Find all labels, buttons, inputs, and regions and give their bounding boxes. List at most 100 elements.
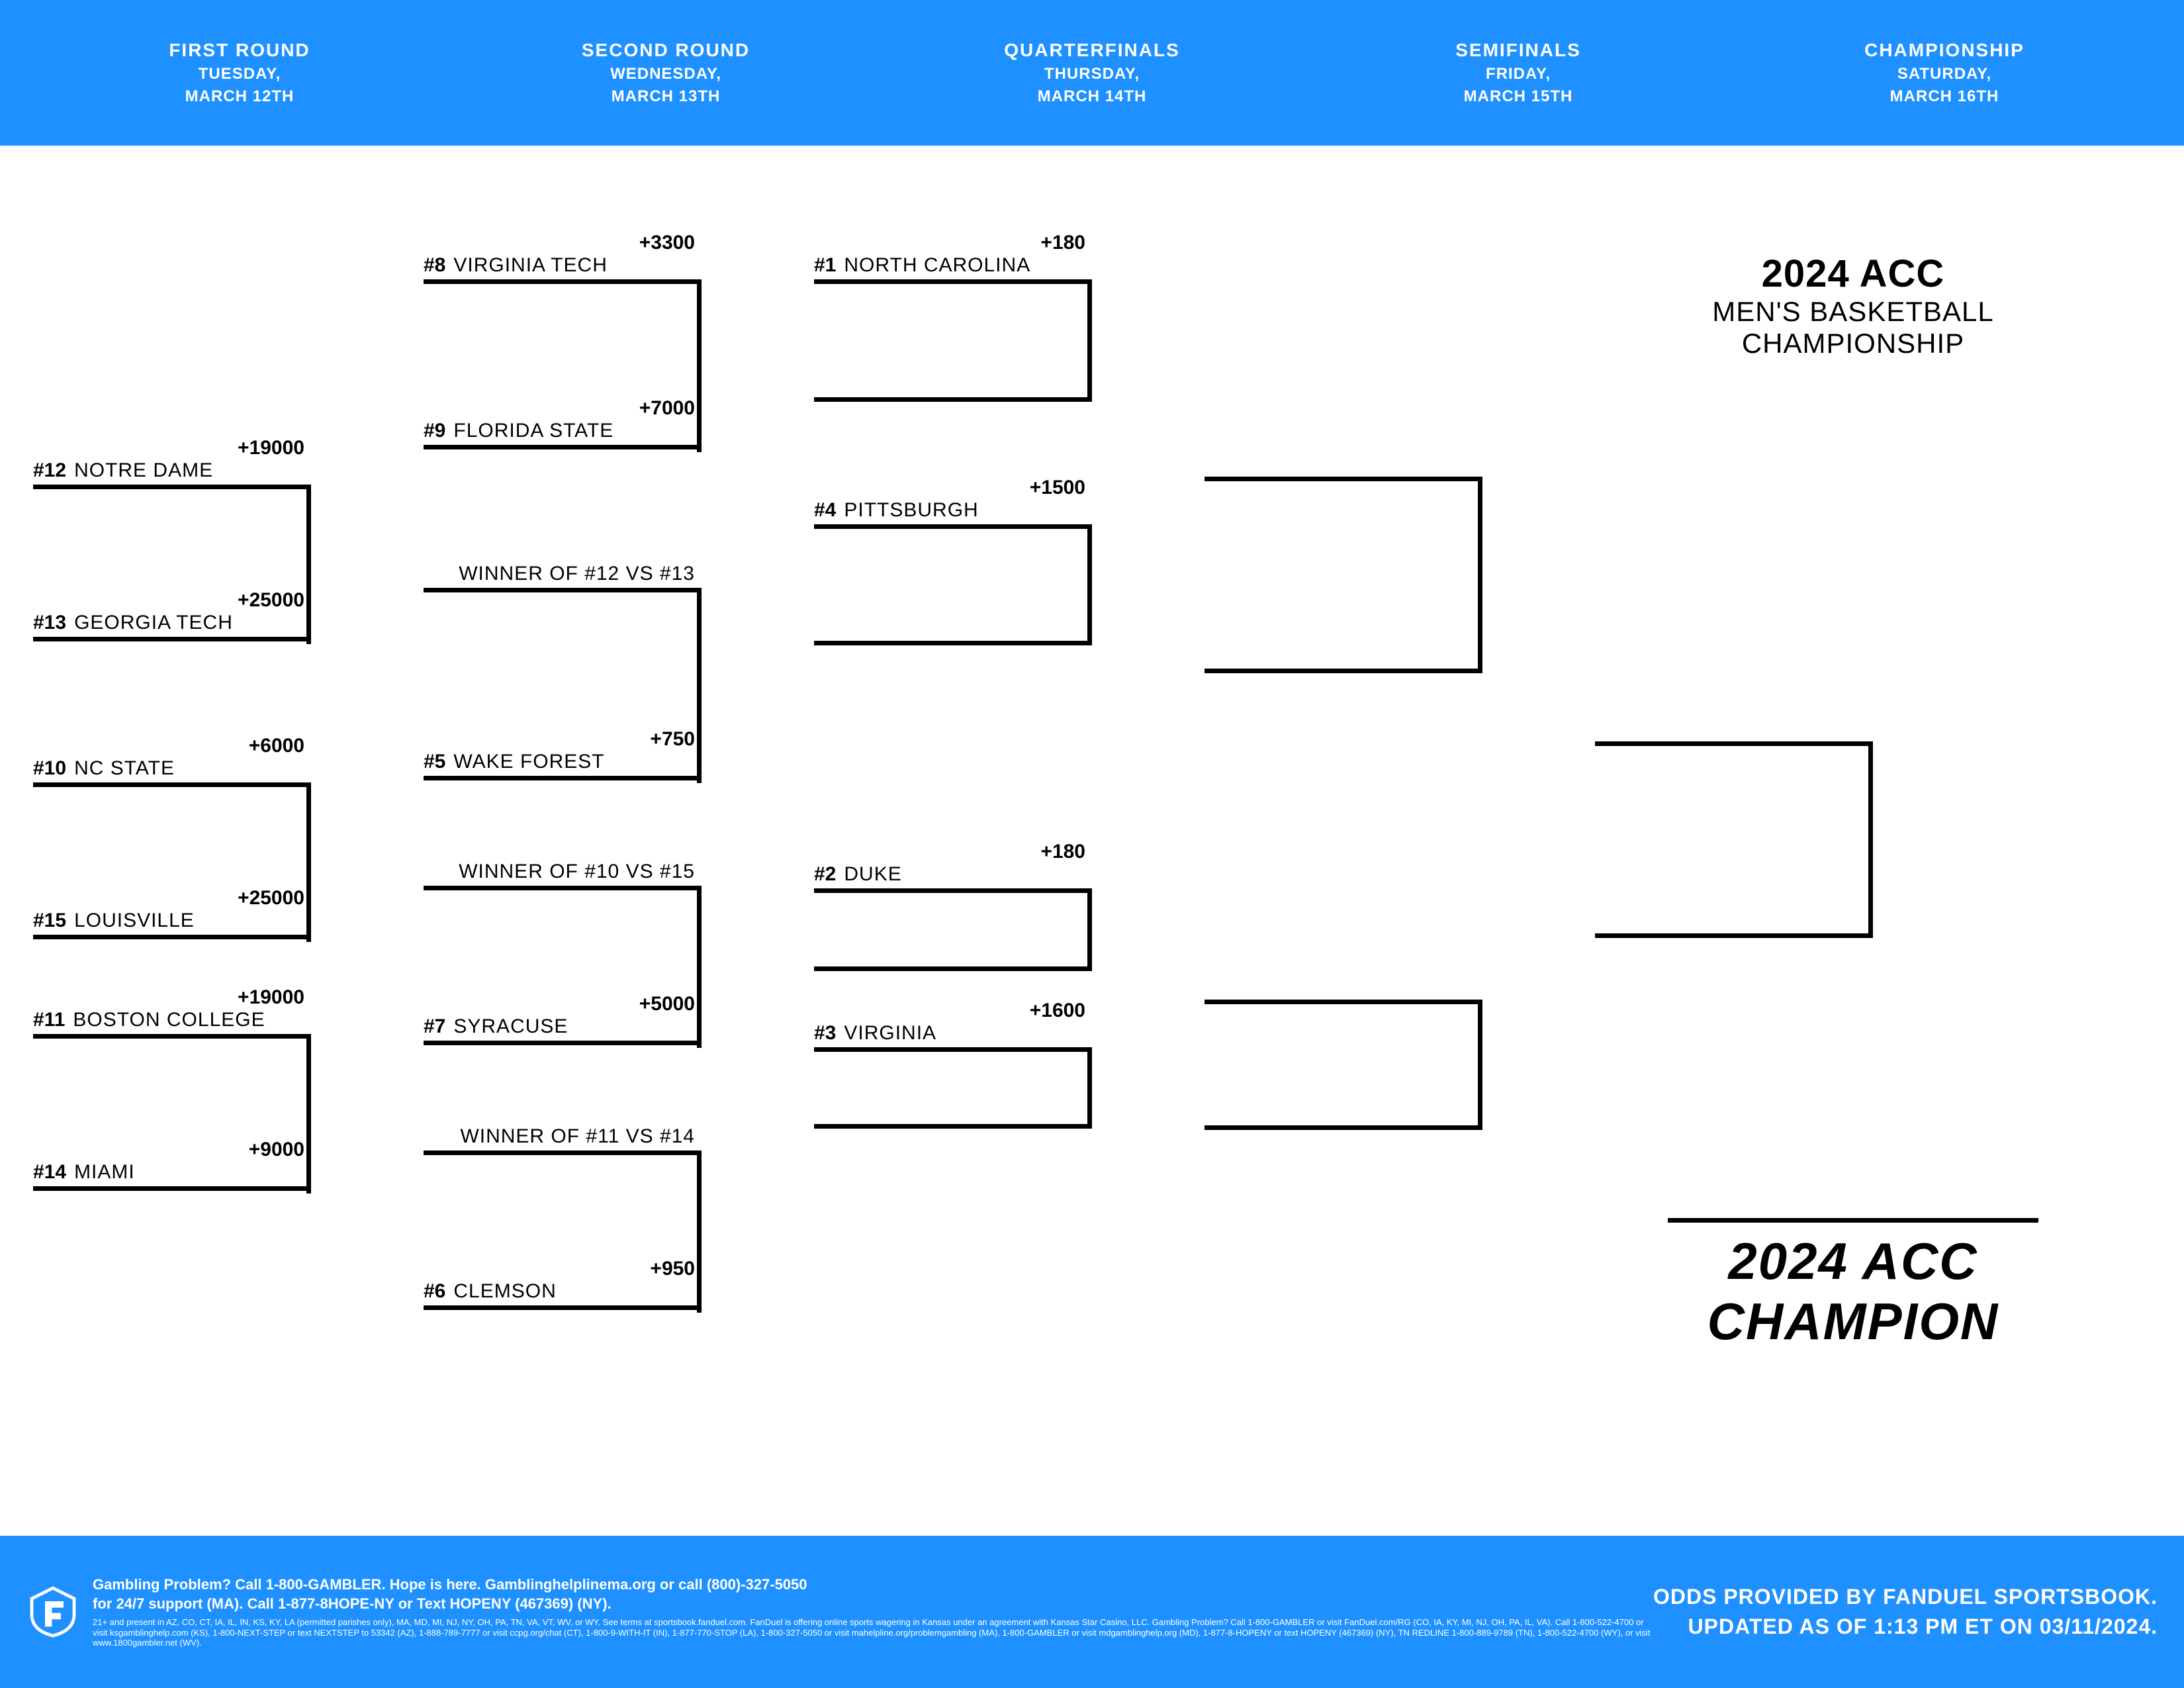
team-line: #12 NOTRE DAME xyxy=(33,459,311,489)
round-day: WEDNESDAY, xyxy=(453,65,879,83)
footer-bar: Gambling Problem? Call 1-800-GAMBLER. Ho… xyxy=(0,1536,2184,1688)
first-round-slot: +25000#13GEORGIA TECH xyxy=(33,589,311,641)
second-round-slot: +3300#8VIRGINIA TECH xyxy=(424,232,702,284)
connector xyxy=(1478,477,1482,669)
team-name: DUKE xyxy=(844,863,901,886)
odds-value: +25000 xyxy=(33,887,311,910)
odds-value: +19000 xyxy=(33,986,311,1009)
team-line: #14MIAMI xyxy=(33,1161,311,1191)
second-round-slot: +950#6CLEMSON xyxy=(424,1258,702,1310)
team-line: #10 NC STATE xyxy=(33,757,311,787)
second-round-slot: WINNER OF #11 VS #14 xyxy=(424,1125,702,1155)
footer-attribution: ODDS PROVIDED BY FANDUEL SPORTSBOOK. UPD… xyxy=(1653,1582,2158,1642)
first-round-slot: +19000#11 BOSTON COLLEGE xyxy=(33,986,311,1039)
connector xyxy=(1087,282,1092,402)
team-line: #4PITTSBURGH xyxy=(814,499,1092,529)
round-day: SATURDAY, xyxy=(1731,65,2158,83)
seed-label: #11 xyxy=(33,1009,65,1031)
odds-value: +1500 xyxy=(814,477,1092,499)
team-line: #5 WAKE FOREST xyxy=(424,751,702,780)
odds-value: +950 xyxy=(424,1258,702,1280)
fanduel-logo-icon xyxy=(26,1585,79,1638)
team-name: NC STATE xyxy=(74,757,175,780)
footer-odds-provider: ODDS PROVIDED BY FANDUEL SPORTSBOOK. xyxy=(1653,1582,2158,1612)
round-day: THURSDAY, xyxy=(879,65,1305,83)
quarterfinal-blank xyxy=(814,641,1092,645)
team-name: NOTRE DAME xyxy=(74,459,213,482)
round-date: MARCH 12TH xyxy=(26,87,453,106)
second-round-slot: +7000#9FLORIDA STATE xyxy=(424,397,702,449)
round-title: FIRST ROUND xyxy=(26,40,453,61)
round-header-4: SEMIFINALS FRIDAY, MARCH 15TH xyxy=(1305,40,1731,106)
team-line: #6CLEMSON xyxy=(424,1280,702,1310)
round-title: CHAMPIONSHIP xyxy=(1731,40,2158,61)
seed-label: #1 xyxy=(814,254,836,277)
round-title: SECOND ROUND xyxy=(453,40,879,61)
semifinal-blank xyxy=(1205,1000,1482,1004)
champion-line xyxy=(1668,1218,2038,1223)
odds-value: +5000 xyxy=(424,993,702,1015)
final-blank xyxy=(1595,933,1873,938)
team-line: #13GEORGIA TECH xyxy=(33,612,311,641)
team-name: CLEMSON xyxy=(453,1280,556,1303)
second-round-slot: WINNER OF #10 VS #15 xyxy=(424,861,702,890)
team-name: BOSTON COLLEGE xyxy=(73,1009,265,1031)
seed-label: #12 xyxy=(33,459,66,482)
team-name: NORTH CAROLINA xyxy=(844,254,1030,277)
first-round-slot: +25000#15LOUISVILLE xyxy=(33,887,311,939)
title-line3: CHAMPIONSHIP xyxy=(1621,328,2085,359)
connector xyxy=(697,589,702,783)
round-date: MARCH 13TH xyxy=(453,87,879,106)
footer-bold-line2: for 24/7 support (MA). Call 1-877-8HOPE-… xyxy=(93,1595,1653,1614)
team-line: #2 DUKE xyxy=(814,863,1092,893)
seed-label: #5 xyxy=(424,751,445,773)
quarterfinal-slot: +1500#4PITTSBURGH xyxy=(814,477,1092,529)
semifinal-blank xyxy=(1205,477,1482,481)
team-line: #1 NORTH CAROLINA xyxy=(814,254,1092,284)
round-title: SEMIFINALS xyxy=(1305,40,1731,61)
title-line1: 2024 ACC xyxy=(1621,252,2085,296)
second-round-slot: +750#5 WAKE FOREST xyxy=(424,728,702,780)
team-name: WAKE FOREST xyxy=(453,751,604,773)
footer-updated-time: UPDATED AS OF 1:13 PM ET ON 03/11/2024. xyxy=(1653,1612,2158,1642)
team-line: #11 BOSTON COLLEGE xyxy=(33,1009,311,1039)
first-round-slot: +19000#12 NOTRE DAME xyxy=(33,437,311,489)
connector xyxy=(306,1037,311,1194)
team-name: VIRGINIA xyxy=(844,1022,936,1045)
quarterfinal-slot: +1600#3VIRGINIA xyxy=(814,1000,1092,1052)
quarterfinal-blank xyxy=(814,966,1092,971)
first-round-slot: +9000#14MIAMI xyxy=(33,1139,311,1191)
connector xyxy=(1087,891,1092,971)
connector xyxy=(306,487,311,644)
second-round-slot: WINNER OF #12 VS #13 xyxy=(424,563,702,592)
team-name: PITTSBURGH xyxy=(844,499,978,522)
semifinal-blank xyxy=(1205,669,1482,673)
seed-label: #8 xyxy=(424,254,445,277)
odds-value: +19000 xyxy=(33,437,311,459)
second-round-slot: +5000#7SYRACUSE xyxy=(424,993,702,1045)
footer-bold-line1: Gambling Problem? Call 1-800-GAMBLER. Ho… xyxy=(93,1575,1653,1595)
connector xyxy=(1478,1000,1482,1125)
connector xyxy=(697,1152,702,1313)
round-date: MARCH 16TH xyxy=(1731,87,2158,106)
placeholder-label: WINNER OF #10 VS #15 xyxy=(424,861,702,890)
team-name: LOUISVILLE xyxy=(74,910,195,932)
odds-value: +750 xyxy=(424,728,702,751)
round-header-bar: FIRST ROUND TUESDAY, MARCH 12TH SECOND R… xyxy=(0,0,2184,146)
round-header-1: FIRST ROUND TUESDAY, MARCH 12TH xyxy=(26,40,453,106)
first-round-slot: +6000#10NC STATE xyxy=(33,735,311,787)
final-blank xyxy=(1595,741,1873,746)
team-name: MIAMI xyxy=(74,1161,135,1184)
round-date: MARCH 15TH xyxy=(1305,87,1731,106)
odds-value: +180 xyxy=(814,232,1092,254)
connector xyxy=(1868,741,1873,938)
seed-label: #2 xyxy=(814,863,836,886)
quarterfinal-slot: +180#1 NORTH CAROLINA xyxy=(814,232,1092,284)
seed-label: #7 xyxy=(424,1015,445,1038)
connector xyxy=(306,785,311,942)
round-day: TUESDAY, xyxy=(26,65,453,83)
quarterfinal-blank xyxy=(814,1124,1092,1129)
quarterfinal-blank xyxy=(814,397,1092,402)
quarterfinal-slot: +180#2DUKE xyxy=(814,841,1092,893)
seed-label: #10 xyxy=(33,757,66,780)
